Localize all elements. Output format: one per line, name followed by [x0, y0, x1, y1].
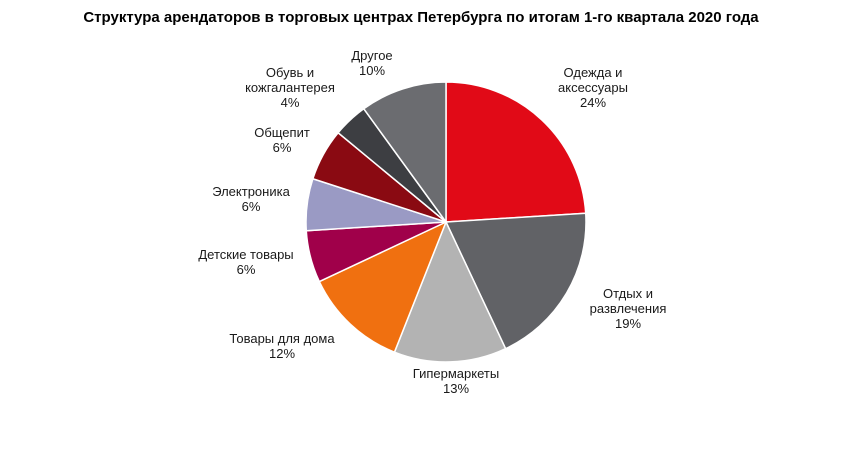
slice-category-label: аксессуары [558, 80, 628, 95]
slice-category-label: Общепит [254, 125, 310, 140]
slice-value-label: 12% [269, 346, 295, 361]
slice-value-label: 13% [443, 381, 469, 396]
slice-value-label: 24% [580, 95, 606, 110]
pie-slice-8 [362, 81, 447, 223]
slice-label-3: Товары для дома 12% [229, 331, 335, 361]
slice-label-7: Обувь и кожгалантерея 4% [245, 65, 335, 110]
slice-category-label: Обувь и [266, 65, 314, 80]
slice-label-6: Общепит 6% [254, 125, 310, 155]
slice-category-label: кожгалантерея [245, 80, 335, 95]
chart-title: Структура арендаторов в торговых центрах… [83, 9, 759, 26]
pie-slice-1 [445, 212, 587, 350]
slice-category-label: Другое [351, 48, 392, 63]
slice-category-label: Товары для дома [229, 331, 335, 346]
slice-value-label: 6% [237, 262, 256, 277]
slice-label-5: Электроника 6% [212, 184, 290, 214]
slice-value-label: 19% [615, 316, 641, 331]
pie-slice-0 [445, 81, 587, 223]
slice-label-1: Отдых и развлечения 19% [590, 286, 667, 331]
slice-category-label: развлечения [590, 301, 667, 316]
slice-label-4: Детские товары 6% [198, 247, 293, 277]
pie-slices [305, 81, 587, 363]
slice-label-8: Другое 10% [351, 48, 392, 78]
slice-category-label: Электроника [212, 184, 290, 199]
pie-labels: Одежда и аксессуары 24%Отдых и развлечения 1… [198, 48, 666, 396]
pie-slice-2 [393, 221, 507, 363]
slice-label-0: Одежда и аксессуары 24% [558, 65, 628, 110]
slice-category-label: Гипермаркеты [413, 366, 499, 381]
slice-category-label: Детские товары [198, 247, 293, 262]
slice-value-label: 6% [273, 140, 292, 155]
slice-value-label: 10% [359, 63, 385, 78]
slice-category-label: Одежда и [564, 65, 623, 80]
slice-label-2: Гипермаркеты 13% [413, 366, 499, 396]
slice-value-label: 6% [242, 199, 261, 214]
pie-slice-3 [318, 221, 447, 353]
slice-category-label: Отдых и [603, 286, 653, 301]
slice-value-label: 4% [281, 95, 300, 110]
